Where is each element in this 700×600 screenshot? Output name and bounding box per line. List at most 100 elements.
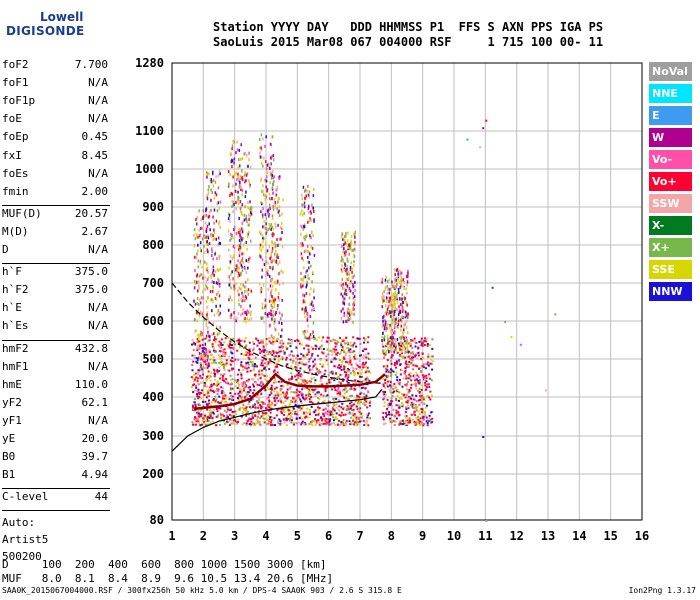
spread-echo-point bbox=[273, 320, 276, 324]
echo-point bbox=[360, 368, 363, 371]
echo-point bbox=[247, 413, 250, 416]
echo-point bbox=[234, 385, 237, 388]
spread-echo-point bbox=[349, 244, 351, 248]
legend-nnw: NNW bbox=[649, 282, 692, 301]
echo-point bbox=[340, 342, 342, 345]
echo-point bbox=[364, 371, 367, 374]
spread-echo-point bbox=[260, 179, 262, 183]
spread-echo-point bbox=[259, 155, 262, 159]
echo-point bbox=[341, 380, 344, 382]
param-value: N/A bbox=[88, 166, 108, 180]
echo-point bbox=[276, 392, 279, 395]
spread-echo-point bbox=[312, 304, 314, 308]
echo-point bbox=[226, 406, 229, 409]
spread-echo-point bbox=[348, 303, 350, 306]
echo-point bbox=[283, 408, 286, 411]
echo-point bbox=[260, 393, 263, 396]
spread-echo-point bbox=[245, 312, 248, 316]
spread-echo-point bbox=[193, 233, 195, 237]
spread-echo-point bbox=[262, 239, 264, 243]
spread-echo-point bbox=[394, 318, 396, 322]
spread-echo-point bbox=[394, 278, 396, 282]
spread-echo-point bbox=[229, 260, 232, 264]
echo-point bbox=[346, 380, 349, 383]
spread-echo-point bbox=[381, 292, 384, 296]
spread-echo-point bbox=[272, 265, 274, 269]
spread-echo-point bbox=[267, 209, 269, 213]
echo-point bbox=[303, 347, 306, 350]
echo-point bbox=[292, 397, 295, 400]
param-row-hmf1: hmF1 N/A bbox=[2, 360, 110, 378]
echo-point bbox=[246, 361, 249, 364]
spread-echo-point bbox=[267, 287, 269, 291]
param-name: fxI bbox=[2, 148, 22, 162]
spread-echo-point bbox=[228, 212, 230, 216]
spread-echo-point bbox=[262, 137, 264, 141]
spread-echo-point bbox=[394, 273, 396, 277]
echo-point bbox=[252, 367, 255, 370]
echo-point bbox=[384, 379, 387, 382]
echo-point bbox=[386, 409, 389, 412]
echo-point bbox=[279, 422, 282, 425]
echo-point bbox=[212, 361, 215, 364]
echo-point bbox=[331, 406, 334, 409]
echo-point bbox=[355, 420, 358, 423]
spread-echo-point bbox=[199, 344, 201, 348]
spread-echo-point bbox=[381, 339, 383, 342]
echo-point bbox=[302, 363, 305, 366]
echo-point bbox=[245, 412, 248, 415]
echo-point bbox=[292, 423, 295, 426]
echo-point bbox=[213, 412, 215, 415]
echo-point bbox=[326, 413, 329, 416]
echo-point bbox=[358, 420, 361, 423]
echo-point bbox=[363, 348, 366, 351]
spread-echo-point bbox=[308, 218, 310, 222]
echo-point bbox=[252, 378, 255, 381]
version-label: Ion2Png 1.3.17 bbox=[628, 586, 696, 595]
echo-point bbox=[289, 417, 291, 420]
spread-echo-point bbox=[388, 337, 390, 341]
echo-point bbox=[209, 389, 212, 392]
echo-point bbox=[401, 401, 403, 404]
spread-echo-point bbox=[264, 298, 267, 302]
echo-point bbox=[425, 374, 428, 377]
echo-point bbox=[415, 407, 418, 410]
x-tick-label: 7 bbox=[356, 529, 363, 543]
echo-point bbox=[202, 405, 205, 408]
spread-echo-point bbox=[263, 156, 265, 160]
echo-point bbox=[286, 388, 289, 391]
spread-echo-point bbox=[209, 290, 212, 293]
echo-point bbox=[203, 381, 206, 384]
auto-line1: Auto: bbox=[2, 516, 36, 530]
echo-point bbox=[195, 423, 197, 426]
echo-point bbox=[295, 422, 298, 425]
echo-point bbox=[258, 398, 261, 401]
spread-echo-point bbox=[301, 193, 303, 197]
spread-echo-point bbox=[198, 337, 200, 341]
echo-point bbox=[243, 354, 246, 357]
echo-point bbox=[324, 369, 327, 372]
spread-echo-point bbox=[342, 282, 344, 286]
echo-point bbox=[407, 418, 410, 421]
spread-echo-point bbox=[341, 278, 344, 281]
echo-point bbox=[348, 370, 351, 373]
echo-point bbox=[421, 344, 424, 347]
echo-point bbox=[353, 355, 356, 358]
echo-point bbox=[311, 352, 314, 355]
echo-point bbox=[327, 404, 330, 407]
echo-point bbox=[216, 424, 219, 427]
echo-point bbox=[425, 337, 428, 340]
echo-point bbox=[414, 423, 417, 426]
echo-point bbox=[278, 418, 281, 421]
echo-point bbox=[352, 388, 355, 391]
echo-point bbox=[253, 342, 256, 345]
param-value: 39.7 bbox=[81, 450, 109, 464]
echo-point bbox=[326, 336, 329, 339]
echo-point bbox=[332, 338, 335, 341]
spread-echo-point bbox=[306, 313, 309, 317]
spread-echo-point bbox=[388, 296, 391, 300]
echo-point bbox=[420, 394, 423, 397]
echo-point bbox=[307, 352, 310, 355]
echo-point bbox=[361, 415, 363, 418]
echo-point bbox=[399, 363, 402, 366]
